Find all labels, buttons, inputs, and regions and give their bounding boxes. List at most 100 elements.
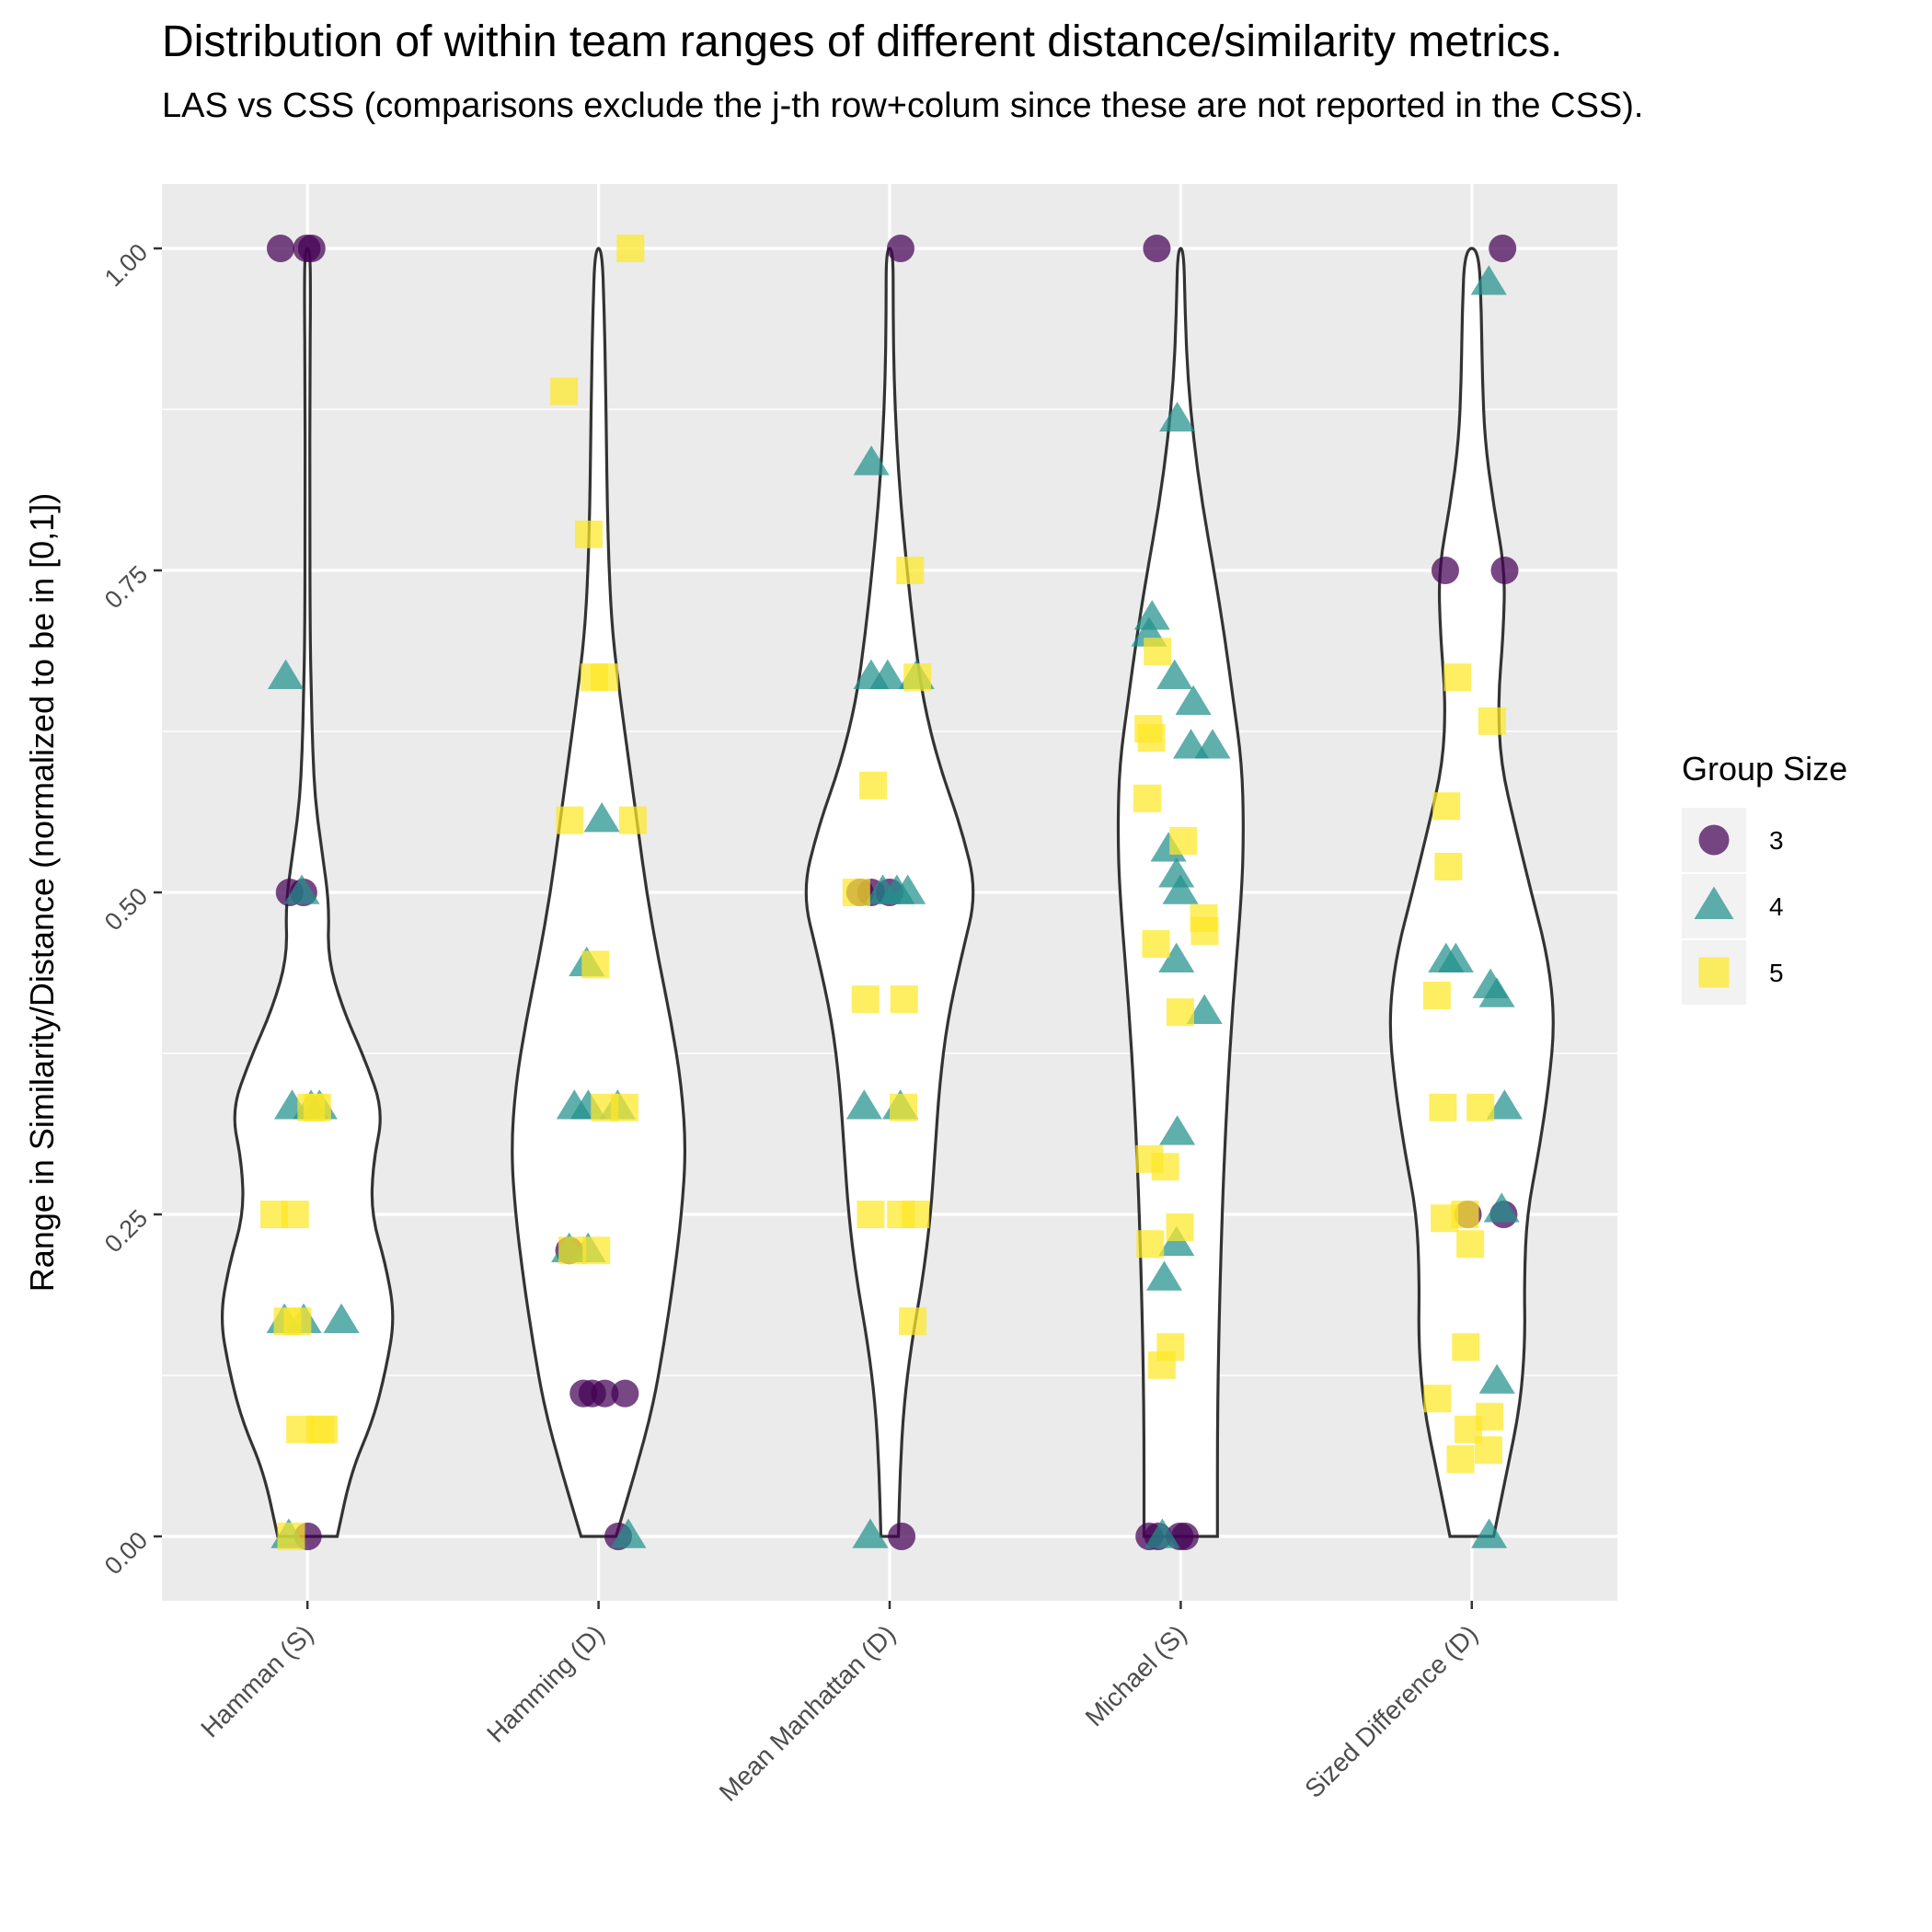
- data-point: [851, 985, 880, 1014]
- data-point: [1145, 1260, 1183, 1291]
- data-point: [283, 874, 320, 904]
- data-point: [1194, 729, 1231, 759]
- data-point: [852, 1518, 889, 1548]
- data-point: [277, 1523, 305, 1550]
- data-points: [260, 235, 1523, 1550]
- y-tick-label: 0.75: [99, 560, 153, 614]
- data-point: [618, 806, 647, 834]
- data-point: [857, 1201, 885, 1228]
- data-point: [1486, 1089, 1523, 1120]
- legend-label: 5: [1769, 959, 1784, 987]
- data-point: [1429, 1093, 1457, 1121]
- data-point: [1166, 1213, 1194, 1241]
- data-point: [569, 1379, 598, 1408]
- data-point: [323, 1303, 360, 1333]
- data-point: [1175, 684, 1212, 715]
- data-point: [611, 1379, 639, 1408]
- data-point: [558, 1236, 587, 1265]
- data-point: [1166, 998, 1194, 1027]
- data-point: [899, 1307, 927, 1336]
- x-tick-label: Hamman (S): [195, 1619, 318, 1742]
- data-point: [1142, 930, 1170, 958]
- data-point: [550, 377, 579, 406]
- data-point: [888, 1523, 916, 1550]
- y-axis: 0.00 0.25 0.50 0.75 1.00: [99, 238, 162, 1580]
- data-point: [1434, 853, 1463, 880]
- legend-key-triangle: [1694, 886, 1734, 920]
- data-point: [1158, 942, 1195, 972]
- y-tick-label: 0.50: [99, 882, 153, 936]
- data-point: [297, 235, 326, 262]
- data-point: [886, 235, 914, 262]
- data-point: [1456, 1230, 1485, 1259]
- data-point: [1471, 1518, 1508, 1548]
- data-point: [896, 557, 925, 584]
- data-point: [1169, 827, 1198, 855]
- data-point: [903, 663, 932, 692]
- legend-key-circle: [1698, 824, 1730, 856]
- data-point: [1136, 1230, 1165, 1259]
- x-tick-label: Michael (S): [1080, 1619, 1192, 1731]
- data-point: [1144, 1518, 1180, 1548]
- x-tick-label: Hamming (D): [481, 1619, 610, 1748]
- chart-title: Distribution of within team ranges of di…: [162, 17, 1563, 66]
- data-point: [1431, 1204, 1459, 1233]
- data-point: [1432, 792, 1461, 821]
- data-point: [1478, 707, 1506, 735]
- data-point: [1133, 600, 1170, 630]
- data-point: [273, 1307, 302, 1336]
- legend-label: 4: [1769, 892, 1784, 921]
- data-point: [1437, 942, 1474, 972]
- data-point: [1162, 874, 1199, 904]
- data-point: [853, 659, 890, 689]
- data-point: [556, 806, 584, 834]
- legend: Group Size 3 4 5: [1682, 750, 1847, 1005]
- data-point: [1144, 638, 1172, 666]
- data-point: [591, 1093, 619, 1121]
- data-point: [583, 802, 620, 833]
- data-point: [1490, 557, 1519, 584]
- x-axis: Hamman (S) Hamming (D) Mean Manhattan (D) M…: [195, 1601, 1483, 1807]
- data-point: [266, 235, 294, 262]
- data-point: [1147, 1351, 1176, 1379]
- data-point: [1186, 994, 1223, 1024]
- y-tick-label: 0.25: [99, 1204, 153, 1258]
- data-point: [1474, 1436, 1502, 1465]
- data-point: [1158, 857, 1195, 888]
- data-point: [581, 663, 609, 692]
- data-point: [864, 874, 902, 904]
- legend-key-square: [1698, 957, 1730, 988]
- data-point: [310, 1415, 339, 1443]
- data-point: [1133, 784, 1161, 812]
- data-point: [268, 659, 305, 689]
- data-point: [1466, 1093, 1495, 1121]
- data-point: [1431, 557, 1459, 584]
- data-point: [1452, 1333, 1480, 1362]
- data-point: [582, 1236, 611, 1265]
- data-point: [1159, 401, 1196, 431]
- y-tick-label: 1.00: [99, 238, 153, 292]
- data-point: [1483, 1192, 1520, 1223]
- data-point: [1470, 265, 1507, 295]
- data-point: [1143, 235, 1171, 262]
- data-point: [1137, 724, 1166, 752]
- data-point: [1446, 1445, 1475, 1473]
- y-axis-title: Range in Similarity/Distance (normalized…: [23, 493, 61, 1292]
- data-point: [297, 1093, 326, 1121]
- data-point: [845, 1089, 882, 1120]
- x-tick-label: Sized Difference (D): [1299, 1619, 1483, 1803]
- chart-subtitle: LAS vs CSS (comparisons exclude the j-th…: [162, 86, 1644, 125]
- data-point: [1422, 982, 1451, 1009]
- data-point: [1443, 663, 1472, 692]
- data-point: [1478, 1363, 1515, 1394]
- data-point: [902, 1201, 930, 1228]
- data-point: [853, 445, 890, 476]
- legend-title: Group Size: [1682, 750, 1847, 788]
- data-point: [1478, 977, 1515, 1007]
- data-point: [1489, 235, 1517, 262]
- data-point: [890, 874, 926, 904]
- x-tick-label: Mean Manhattan (D): [714, 1619, 902, 1807]
- data-point: [1423, 1385, 1452, 1413]
- data-point: [1190, 917, 1219, 945]
